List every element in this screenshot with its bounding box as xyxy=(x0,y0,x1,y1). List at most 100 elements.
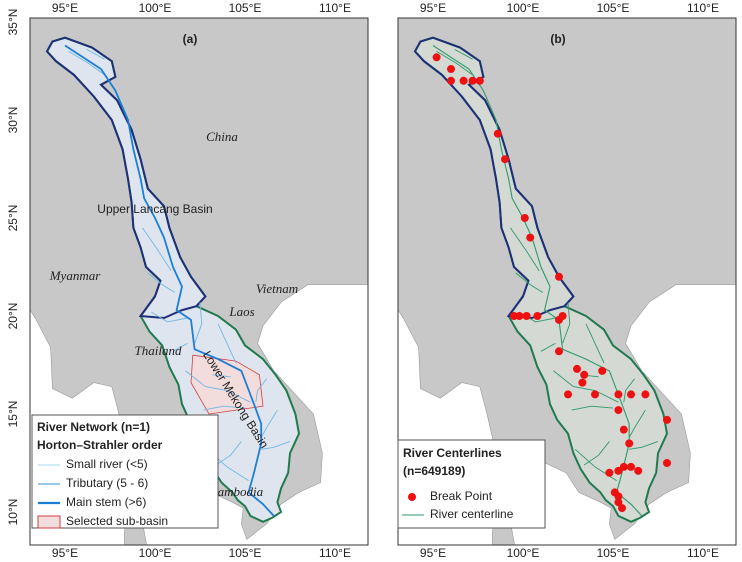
lat-tick-label: 15°N xyxy=(6,401,20,428)
map-frame xyxy=(397,17,737,546)
legend-title: River Centerlines xyxy=(403,446,502,460)
break-point xyxy=(533,312,542,320)
lon-tick-label: 95°E xyxy=(420,546,446,560)
place-label: Cambodia xyxy=(209,484,264,499)
break-point xyxy=(573,364,581,373)
break-point xyxy=(493,129,502,138)
break-point xyxy=(614,390,623,399)
tributary xyxy=(628,409,646,438)
tributary xyxy=(255,378,267,403)
break-point xyxy=(432,53,441,62)
tributary xyxy=(217,323,237,364)
tributary xyxy=(553,370,619,403)
tributary xyxy=(510,227,540,272)
tributary xyxy=(151,311,188,323)
tributary xyxy=(540,343,556,352)
break-point xyxy=(663,459,671,467)
tributary xyxy=(86,49,105,60)
lon-tick-label: 110°E xyxy=(319,1,351,15)
lon-tick-label: 110°E xyxy=(319,546,351,560)
place-label: Myanmar xyxy=(49,268,101,283)
break-point xyxy=(625,439,634,448)
break-point xyxy=(598,366,607,375)
break-point xyxy=(634,466,643,475)
break-point xyxy=(459,76,468,85)
map-panel: 95°E 95°E 100°E 100°E 105°E 105°E 110°E 110°E (b… xyxy=(397,1,737,560)
break-point xyxy=(619,462,628,471)
lon-tick-label: 100°E xyxy=(507,546,540,560)
lon-tick-label: 95°E xyxy=(420,1,446,15)
lon-tick-label: 100°E xyxy=(507,1,540,15)
tributary xyxy=(629,440,659,450)
break-point xyxy=(614,492,623,501)
upper-basin xyxy=(413,36,575,320)
legend-title: River Network (n=1) xyxy=(37,420,150,434)
lon-tick-label: 105°E xyxy=(229,1,262,15)
main-stem xyxy=(64,44,275,517)
lat-tick-label: 30°N xyxy=(6,107,20,134)
tributary xyxy=(142,227,172,272)
lon-tick-label: 110°E xyxy=(687,1,719,15)
tributary xyxy=(436,51,473,76)
break-point xyxy=(555,272,563,281)
break-point xyxy=(614,406,623,415)
break-point xyxy=(605,468,614,477)
break-point xyxy=(641,390,650,399)
panel-label: (b) xyxy=(550,32,565,46)
lon-tick-label: 100°E xyxy=(139,1,172,15)
tributary xyxy=(172,343,188,352)
legend-subtitle: Horton–Strahler order xyxy=(37,438,163,452)
break-point xyxy=(520,214,529,222)
break-point xyxy=(591,390,599,399)
break-point xyxy=(555,347,563,356)
break-point xyxy=(627,390,635,399)
lon-tick-label: 100°E xyxy=(139,546,172,560)
tributary xyxy=(562,302,571,344)
break-point xyxy=(522,312,531,320)
tributary xyxy=(515,272,544,293)
tributary xyxy=(68,51,105,76)
place-label: Thailand xyxy=(135,343,182,358)
tributary xyxy=(261,440,291,450)
lon-tick-label: 110°E xyxy=(687,546,719,560)
break-point xyxy=(526,233,535,242)
lat-tick-label: 35°N xyxy=(6,9,20,36)
tributary xyxy=(571,405,614,411)
break-point xyxy=(447,76,455,85)
lon-tick-label: 105°E xyxy=(597,546,630,560)
lon-tick-label: 95°E xyxy=(52,546,78,560)
lon-tick-label: 105°E xyxy=(229,546,262,560)
break-point xyxy=(475,76,484,85)
tributary xyxy=(260,409,278,438)
legend-label: Selected sub-basin xyxy=(66,514,168,528)
tributary xyxy=(212,374,231,378)
place-label: Upper Lancang Basin xyxy=(97,202,212,216)
upper-basin xyxy=(45,36,207,320)
lat-tick-label: 25°N xyxy=(6,205,20,232)
lat-tick-label: 10°N xyxy=(6,499,20,526)
break-point xyxy=(558,312,567,320)
break-point xyxy=(515,312,524,320)
tributary xyxy=(203,405,246,411)
tributary xyxy=(585,323,605,364)
tributary xyxy=(194,302,203,344)
lat-tick-label: 20°N xyxy=(6,303,20,330)
break-point xyxy=(501,155,509,164)
break-point xyxy=(578,378,587,387)
map-panel: 95°E 95°E 100°E 100°E 105°E 105°E 110°E 110°E 35… xyxy=(6,1,369,560)
break-point xyxy=(618,504,626,513)
break-point xyxy=(580,370,589,379)
break-point xyxy=(614,498,623,507)
tributary xyxy=(454,49,473,60)
tributary xyxy=(147,272,176,293)
break-point xyxy=(564,390,572,399)
tributary xyxy=(185,370,251,403)
legend-label: Tributary (5 - 6) xyxy=(66,476,148,490)
lon-tick-label: 95°E xyxy=(52,1,78,15)
legend-box xyxy=(31,414,219,529)
legend-label: Break Point xyxy=(430,489,493,503)
legend-label: River centerline xyxy=(430,507,514,521)
break-point xyxy=(619,425,628,434)
tributary xyxy=(623,378,635,403)
